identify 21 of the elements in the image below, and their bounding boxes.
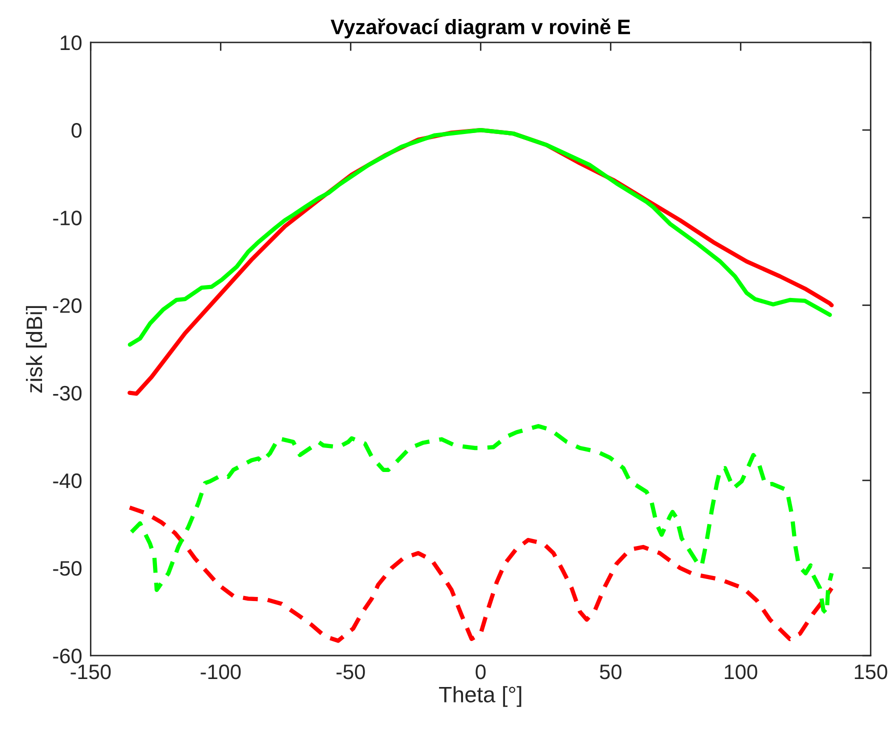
- x-axis-title: Theta [°]: [439, 686, 522, 707]
- line-series: [129, 424, 834, 616]
- y-tick-label: -40: [53, 473, 82, 488]
- x-tick-label: -150: [70, 664, 111, 680]
- x-tick-label: 0: [476, 664, 486, 680]
- y-tick-label: 10: [60, 35, 82, 50]
- x-tick-label: -50: [336, 664, 365, 680]
- y-tick-label: -60: [53, 648, 82, 664]
- line-series: [128, 505, 834, 643]
- y-axis-title: zisk [dBi]: [26, 306, 47, 393]
- chart-title: Vyzařovací diagram v rovině E: [330, 18, 630, 39]
- x-tick-label: -100: [200, 664, 241, 680]
- x-tick-label: 150: [854, 664, 888, 680]
- y-tick-label: 0: [72, 123, 82, 138]
- x-tick-label: 100: [724, 664, 758, 680]
- y-tick-label: -20: [53, 298, 82, 313]
- x-tick-label: 50: [600, 664, 622, 680]
- y-tick-label: -30: [53, 386, 82, 401]
- y-tick-label: -10: [53, 210, 82, 226]
- line-series: [128, 128, 832, 347]
- y-tick-label: -50: [53, 561, 82, 576]
